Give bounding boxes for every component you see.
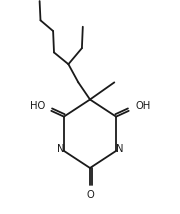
Text: N: N bbox=[116, 144, 123, 154]
Text: O: O bbox=[86, 190, 94, 200]
Text: N: N bbox=[57, 144, 64, 154]
Text: OH: OH bbox=[135, 101, 150, 110]
Text: HO: HO bbox=[30, 101, 45, 110]
